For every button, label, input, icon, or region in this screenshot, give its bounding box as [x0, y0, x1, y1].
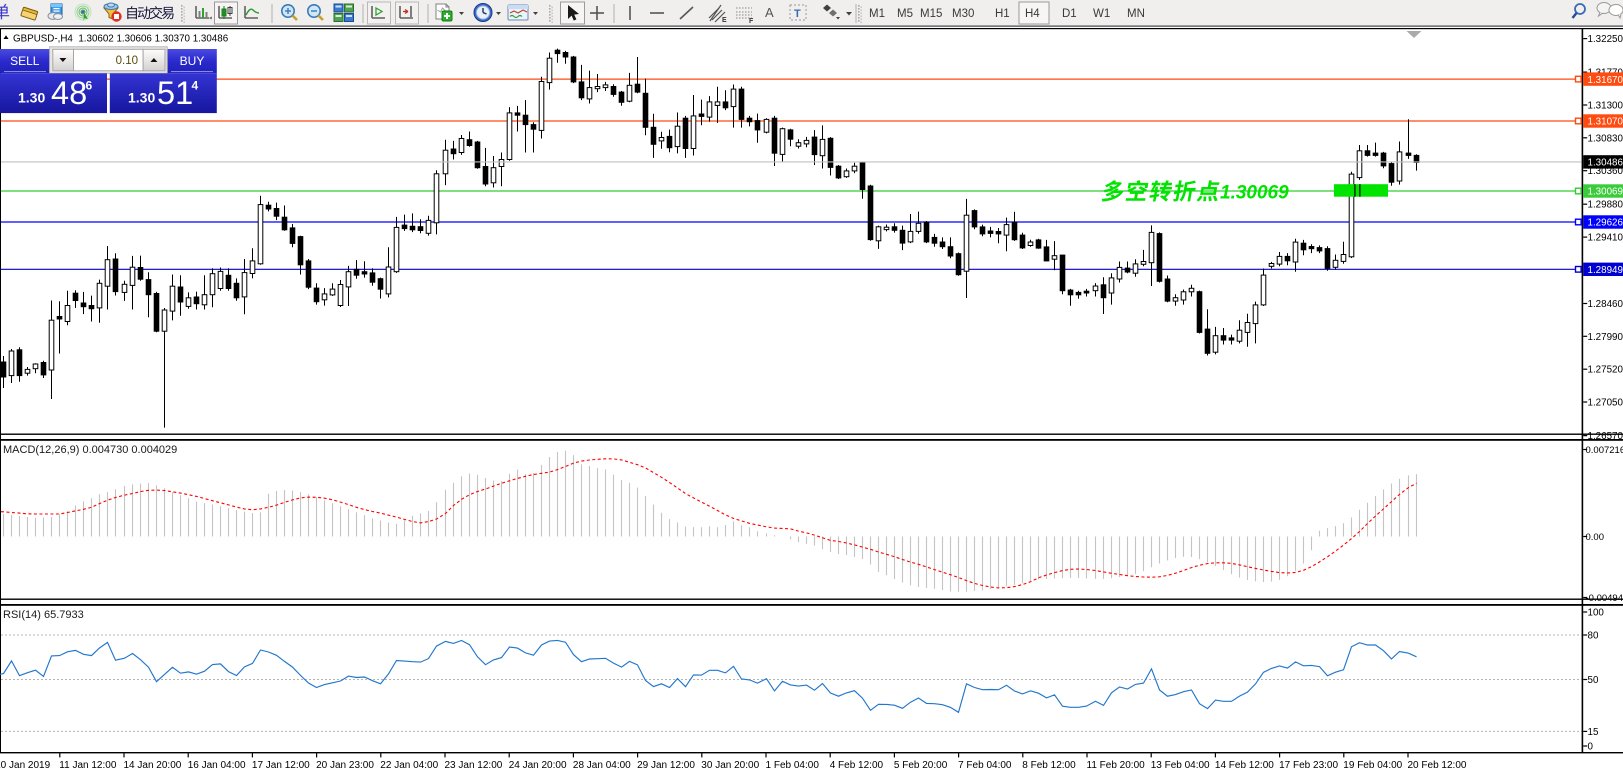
svg-text:F: F	[749, 18, 754, 25]
svg-text:H1: H1	[995, 8, 1010, 20]
svg-text:17 Jan 12:00: 17 Jan 12:00	[252, 760, 310, 771]
svg-text:0.007216: 0.007216	[1586, 445, 1623, 456]
svg-text:6: 6	[86, 79, 93, 93]
svg-text:1.31300: 1.31300	[1588, 101, 1623, 112]
svg-text:4: 4	[192, 79, 199, 93]
svg-text:BUY: BUY	[180, 54, 205, 68]
svg-text:1.30486: 1.30486	[1588, 158, 1623, 169]
svg-text:29 Jan 12:00: 29 Jan 12:00	[637, 760, 695, 771]
svg-text:11 Feb 20:00: 11 Feb 20:00	[1087, 760, 1146, 771]
svg-text:1.30069: 1.30069	[1588, 187, 1623, 198]
svg-text:-0.004943: -0.004943	[1586, 593, 1623, 604]
svg-text:20 Feb 12:00: 20 Feb 12:00	[1408, 760, 1467, 771]
svg-text:5 Feb 20:00: 5 Feb 20:00	[894, 760, 948, 771]
svg-text:1.26570: 1.26570	[1588, 431, 1623, 442]
svg-text:10 Jan 2019: 10 Jan 2019	[0, 760, 51, 771]
svg-text:17 Feb 23:00: 17 Feb 23:00	[1279, 760, 1338, 771]
svg-text:1.28460: 1.28460	[1588, 299, 1623, 310]
svg-text:A: A	[765, 5, 774, 20]
svg-text:24 Jan 20:00: 24 Jan 20:00	[509, 760, 567, 771]
svg-text:14 Feb 12:00: 14 Feb 12:00	[1215, 760, 1274, 771]
svg-text:30 Jan 20:00: 30 Jan 20:00	[701, 760, 759, 771]
svg-text:1 Feb 04:00: 1 Feb 04:00	[766, 760, 820, 771]
svg-text:48: 48	[51, 75, 87, 111]
svg-text:51: 51	[157, 75, 193, 111]
svg-text:0.00: 0.00	[1586, 532, 1605, 543]
svg-text:RSI(14) 65.7933: RSI(14) 65.7933	[3, 609, 84, 621]
svg-text:100: 100	[1588, 608, 1605, 619]
svg-text:M30: M30	[952, 8, 974, 20]
svg-text:16 Jan 04:00: 16 Jan 04:00	[188, 760, 246, 771]
svg-text:T: T	[794, 8, 801, 20]
svg-text:1.27050: 1.27050	[1588, 398, 1623, 409]
svg-text:1.32250: 1.32250	[1588, 34, 1623, 45]
svg-text:W1: W1	[1093, 8, 1110, 20]
svg-text:1.27990: 1.27990	[1588, 332, 1623, 343]
svg-text:13 Feb 04:00: 13 Feb 04:00	[1151, 760, 1210, 771]
svg-text:15: 15	[1588, 727, 1599, 738]
svg-text:23 Jan 12:00: 23 Jan 12:00	[445, 760, 503, 771]
svg-text:14 Jan 20:00: 14 Jan 20:00	[124, 760, 182, 771]
svg-text:1.29880: 1.29880	[1588, 200, 1623, 211]
svg-text:8 Feb 12:00: 8 Feb 12:00	[1022, 760, 1076, 771]
svg-text:SELL: SELL	[10, 54, 40, 68]
svg-text:1.28949: 1.28949	[1588, 265, 1623, 276]
svg-text:1.29626: 1.29626	[1588, 218, 1623, 229]
svg-text:1.30069: 1.30069	[1220, 183, 1289, 204]
svg-text:M5: M5	[897, 8, 913, 20]
svg-text:7 Feb 04:00: 7 Feb 04:00	[958, 760, 1012, 771]
svg-text:80: 80	[1588, 631, 1599, 642]
svg-text:1.27520: 1.27520	[1588, 365, 1623, 376]
svg-text:M15: M15	[920, 8, 942, 20]
svg-text:19 Feb 04:00: 19 Feb 04:00	[1343, 760, 1402, 771]
svg-text:1.30: 1.30	[128, 90, 155, 106]
svg-text:50: 50	[1588, 675, 1599, 686]
svg-text:H4: H4	[1025, 8, 1040, 20]
svg-text:1.31070: 1.31070	[1588, 117, 1623, 128]
svg-text:1.31670: 1.31670	[1588, 75, 1623, 86]
svg-text:MACD(12,26,9) 0.004730 0.00402: MACD(12,26,9) 0.004730 0.004029	[3, 444, 177, 456]
svg-text:MN: MN	[1127, 8, 1145, 20]
svg-text:GBPUSD-,H4 1.30602 1.30606 1.: GBPUSD-,H4 1.30602 1.30606 1.30370 1.304…	[13, 34, 229, 45]
svg-text:1.30830: 1.30830	[1588, 133, 1623, 144]
svg-text:20 Jan 23:00: 20 Jan 23:00	[316, 760, 374, 771]
svg-text:1.29410: 1.29410	[1588, 233, 1623, 244]
svg-text:11 Jan 12:00: 11 Jan 12:00	[59, 760, 117, 771]
svg-text:4 Feb 12:00: 4 Feb 12:00	[830, 760, 884, 771]
svg-text:1.30: 1.30	[18, 90, 45, 106]
svg-text:22 Jan 04:00: 22 Jan 04:00	[380, 760, 438, 771]
svg-text:M1: M1	[869, 8, 885, 20]
svg-text:0: 0	[1588, 742, 1594, 753]
svg-text:0.10: 0.10	[116, 55, 138, 67]
svg-text:D1: D1	[1062, 8, 1077, 20]
svg-text:E: E	[722, 17, 727, 24]
svg-text:28 Jan 04:00: 28 Jan 04:00	[573, 760, 631, 771]
svg-text:1.30360: 1.30360	[1588, 166, 1623, 177]
